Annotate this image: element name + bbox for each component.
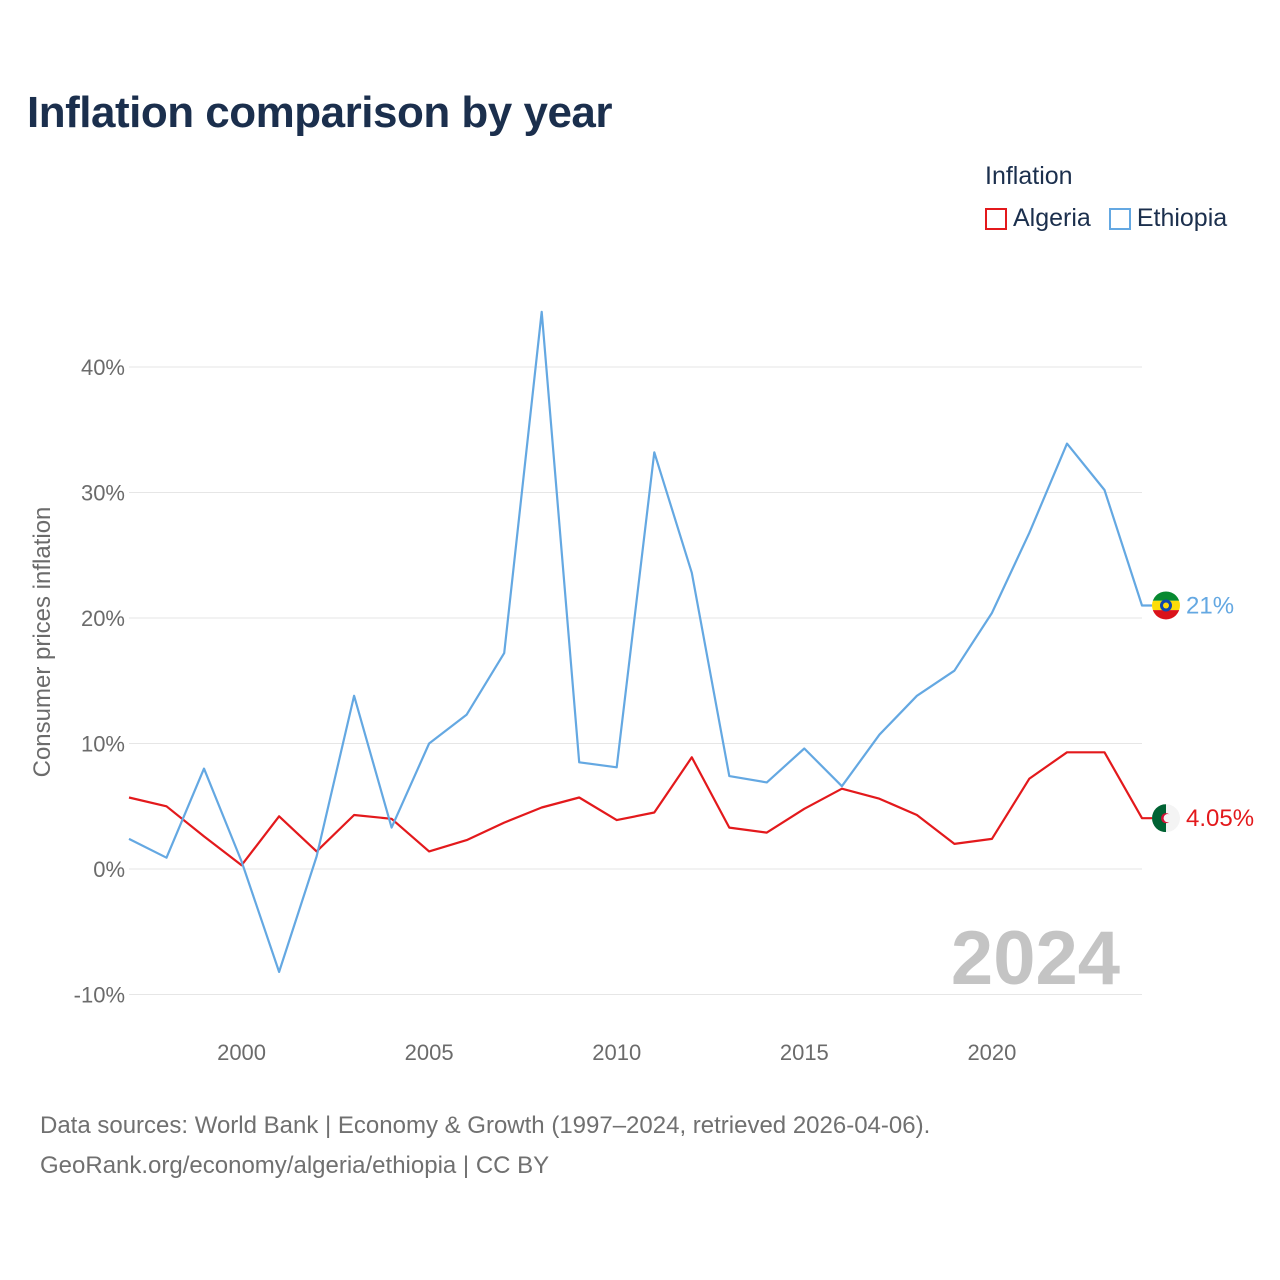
series-end-markers: 4.05% 21% — [1152, 591, 1254, 833]
x-axis-ticks: 2000 2005 2010 2015 2020 — [217, 1040, 1016, 1065]
end-value-label-ethiopia: 21% — [1186, 592, 1234, 619]
x-tick-label: 2015 — [780, 1040, 829, 1065]
y-tick-label: 0% — [93, 857, 125, 882]
y-axis-label: Consumer prices inflation — [29, 507, 56, 778]
legend-label-algeria: Algeria — [1013, 204, 1091, 232]
legend-swatch-ethiopia — [1108, 207, 1131, 230]
series-lines — [128, 310, 1152, 974]
end-value-label-algeria: 4.05% — [1186, 805, 1254, 832]
grid-lines — [129, 366, 1142, 995]
x-tick-label: 2000 — [217, 1040, 266, 1065]
legend-item-algeria[interactable]: Algeria — [985, 204, 1091, 233]
legend-label-ethiopia: Ethiopia — [1136, 204, 1228, 232]
legend: Algeria Ethiopia — [985, 204, 1245, 233]
legend-swatch-algeria — [985, 207, 1007, 230]
y-tick-label: 10% — [81, 732, 125, 757]
series-line-algeria[interactable] — [128, 751, 1152, 867]
y-tick-label: -10% — [74, 983, 125, 1008]
flag-marker-algeria — [1152, 804, 1180, 833]
y-tick-label: 30% — [81, 481, 125, 506]
x-tick-label: 2005 — [405, 1040, 454, 1065]
y-tick-label: 40% — [81, 355, 125, 380]
page-title: Inflation comparison by year — [27, 88, 613, 137]
legend-item-ethiopia[interactable]: Ethiopia — [1108, 204, 1228, 233]
x-tick-label: 2020 — [967, 1040, 1016, 1065]
y-axis-ticks: -10% 0% 10% 20% 30% 40% — [74, 355, 125, 1008]
y-tick-label: 20% — [81, 606, 125, 631]
year-watermark: 2024 — [951, 916, 1120, 1001]
source-url-text: GeoRank.org/economy/algeria/ethiopia | C… — [40, 1152, 550, 1179]
footer: Data sources: World Bank | Economy & Gro… — [40, 1106, 930, 1186]
data-source-text: Data sources: World Bank | Economy & Gro… — [40, 1112, 931, 1139]
flag-marker-ethiopia — [1152, 591, 1180, 620]
x-tick-label: 2010 — [592, 1040, 641, 1065]
legend-title: Inflation — [985, 162, 1073, 190]
series-line-ethiopia[interactable] — [128, 310, 1152, 974]
